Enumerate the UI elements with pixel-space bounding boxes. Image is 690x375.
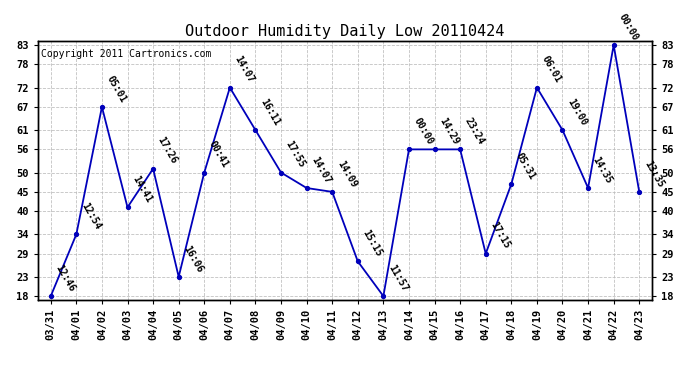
- Text: 16:06: 16:06: [181, 244, 205, 274]
- Text: 14:35: 14:35: [591, 155, 614, 185]
- Text: 05:01: 05:01: [105, 74, 128, 104]
- Text: 15:15: 15:15: [361, 228, 384, 259]
- Text: 23:24: 23:24: [463, 116, 486, 147]
- Text: 13:35: 13:35: [642, 159, 665, 189]
- Text: 12:46: 12:46: [54, 263, 77, 293]
- Text: 06:01: 06:01: [540, 54, 563, 85]
- Text: 14:07: 14:07: [309, 155, 333, 185]
- Text: 05:31: 05:31: [514, 151, 538, 182]
- Text: 12:54: 12:54: [79, 201, 102, 232]
- Text: 14:07: 14:07: [233, 54, 256, 85]
- Text: 16:11: 16:11: [258, 97, 282, 127]
- Text: 00:00: 00:00: [412, 116, 435, 147]
- Text: 14:41: 14:41: [130, 174, 154, 204]
- Text: 14:29: 14:29: [437, 116, 461, 147]
- Text: 00:00: 00:00: [616, 12, 640, 42]
- Text: 17:55: 17:55: [284, 140, 307, 170]
- Text: Copyright 2011 Cartronics.com: Copyright 2011 Cartronics.com: [41, 49, 211, 59]
- Text: 11:57: 11:57: [386, 263, 409, 293]
- Title: Outdoor Humidity Daily Low 20110424: Outdoor Humidity Daily Low 20110424: [186, 24, 504, 39]
- Text: 00:41: 00:41: [207, 140, 230, 170]
- Text: 17:26: 17:26: [156, 135, 179, 166]
- Text: 19:00: 19:00: [565, 97, 589, 127]
- Text: 14:09: 14:09: [335, 159, 358, 189]
- Text: 17:15: 17:15: [489, 220, 512, 251]
